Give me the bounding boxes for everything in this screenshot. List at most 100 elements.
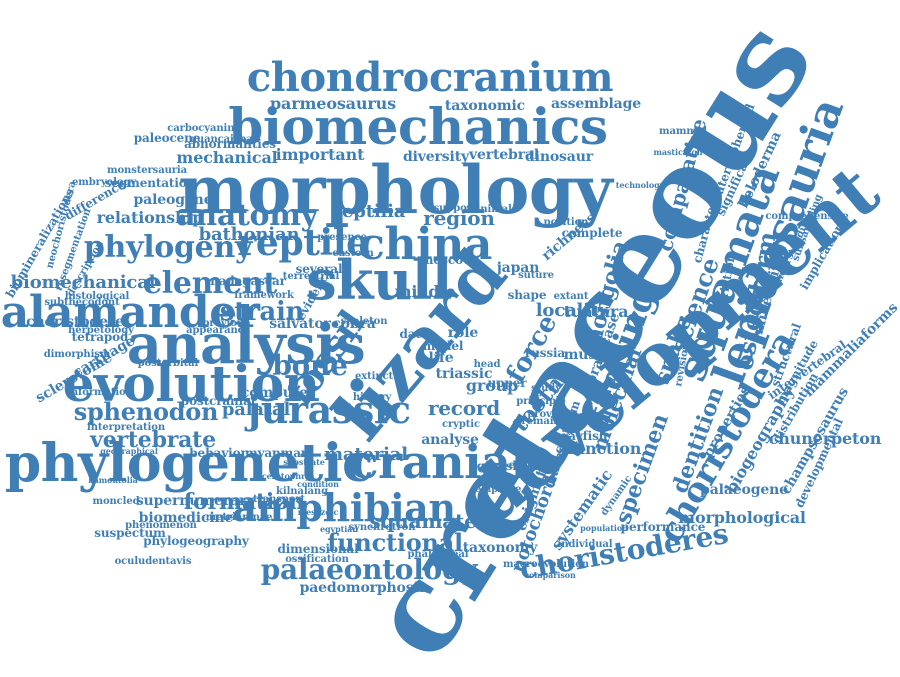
cloud-word: moscow <box>420 253 474 267</box>
cloud-word: salamander <box>0 287 260 338</box>
cloud-word: interpretation <box>87 422 165 433</box>
cloud-word: minimal <box>466 204 512 215</box>
cloud-word: behavior <box>189 446 247 460</box>
cloud-word: mesozoic <box>297 507 339 517</box>
cloud-word: supernumerary <box>135 493 255 509</box>
cloud-word: position <box>543 217 589 228</box>
cloud-word: phylogeny <box>83 230 253 265</box>
cloud-word: oculudentavis <box>114 556 192 567</box>
cloud-word: mammal <box>659 126 707 137</box>
cloud-word: myanmar <box>244 446 308 460</box>
cloud-word: crayfish <box>554 429 608 443</box>
cloud-word: vertebral <box>468 147 540 163</box>
cloud-word: performance <box>620 520 706 534</box>
cloud-word: previous <box>202 318 250 329</box>
cloud-word: embryology <box>72 177 136 188</box>
cloud-word: madagascar <box>206 274 286 288</box>
cloud-word: several <box>295 262 343 276</box>
cloud-word: reptilia <box>332 201 406 222</box>
cloud-word: technology <box>615 180 665 190</box>
cloud-word: kamoktolia <box>88 475 138 485</box>
cloud-word: shape <box>507 288 547 302</box>
cloud-word: phenomenon <box>125 520 197 531</box>
cloud-word: salvator <box>269 316 331 332</box>
cloud-word: comprehensive <box>765 211 849 222</box>
cloud-word: terrestrial <box>282 271 340 282</box>
cloud-word: data <box>399 327 429 341</box>
cloud-word: morphological <box>678 508 806 527</box>
cloud-word: function <box>566 439 642 458</box>
cloud-word: metriamnae <box>205 512 273 523</box>
cloud-word: carbocyanine <box>167 123 241 134</box>
cloud-word: moncled <box>92 496 140 507</box>
cloud-word: study <box>531 383 561 394</box>
cloud-word: locality <box>535 300 609 321</box>
cloud-word: biomechanics <box>228 97 608 156</box>
cloud-word: individual <box>557 539 613 550</box>
cloud-word: skull <box>306 248 452 312</box>
cloud-word: segmentation <box>104 176 196 190</box>
cloud-word: biomedicine <box>138 510 234 526</box>
cloud-word: extant <box>553 291 589 302</box>
cloud-word: mechanical <box>176 148 278 167</box>
cloud-word: role <box>447 325 479 341</box>
cloud-word: ceratophrys <box>261 471 315 481</box>
cloud-word: postorbital <box>137 358 199 369</box>
cloud-word: diversity <box>402 149 470 165</box>
cloud-word: parmeosaurus <box>270 94 396 113</box>
cloud-word: region <box>423 206 495 230</box>
cloud-word: qianshan <box>476 459 538 473</box>
cloud-word: vertebrate <box>90 427 216 453</box>
cloud-word: elapidae <box>474 484 522 495</box>
cloud-word: subthecodont <box>44 297 120 308</box>
cloud-word: principle <box>516 396 566 407</box>
cloud-word: information <box>67 387 133 398</box>
cloud-word: provide <box>527 409 569 420</box>
cloud-word: dinosaur <box>524 149 594 165</box>
cloud-word: presence <box>317 232 367 243</box>
cloud-word: eocene <box>508 460 548 471</box>
cloud-word: triassic <box>435 366 493 382</box>
cloud-word: assemblage <box>550 96 642 112</box>
cloud-word: chunerpeton <box>768 429 882 448</box>
cloud-word: anatomy <box>176 198 318 233</box>
cloud-word: reptile <box>237 222 369 264</box>
cloud-word: life <box>428 350 454 366</box>
cloud-word: tuatara <box>563 302 629 321</box>
cloud-word: element <box>143 266 277 301</box>
cloud-word: skeleton <box>340 316 388 327</box>
cloud-word: phylogenetic <box>4 433 374 494</box>
cloud-word: strain <box>219 297 305 327</box>
cloud-word: condition <box>297 479 339 489</box>
cloud-word: muscle <box>563 347 619 363</box>
cloud-word: phylogeography <box>143 534 249 548</box>
cloud-word: tetrapod <box>71 330 129 344</box>
cloud-word: ossification <box>285 554 349 565</box>
cloud-word: analyse <box>421 432 479 448</box>
cloud-word: formation <box>183 489 305 515</box>
cloud-word: population <box>580 523 628 533</box>
cloud-word: monstersauria <box>106 165 188 176</box>
cloud-word: abnormalities <box>184 137 276 151</box>
cloud-word: relationship <box>96 208 204 227</box>
cloud-word: extinct <box>354 371 394 382</box>
cloud-word: evolution <box>62 354 320 413</box>
cloud-word: computer <box>240 385 316 401</box>
cloud-word: cobra <box>332 316 376 332</box>
cloud-word: macroevolution <box>503 559 589 570</box>
cloud-word: taxonomic <box>444 98 526 114</box>
cloud-word: appearance <box>186 325 250 336</box>
cloud-word: guancaishan <box>190 134 260 145</box>
cloud-word: eastern <box>332 248 374 259</box>
cloud-word: remain <box>521 416 561 427</box>
cloud-word: histological <box>64 291 130 302</box>
cloud-word: analysis <box>126 312 366 376</box>
cloud-word: jurassic <box>247 387 411 432</box>
cloud-word: bone <box>272 349 348 382</box>
cloud-word: dimensional <box>277 542 359 556</box>
cloud-word: amphibian <box>232 485 456 530</box>
cloud-word: head <box>473 359 501 370</box>
cloud-word: middle <box>394 282 456 301</box>
cloud-word: biomechanical <box>10 272 156 293</box>
cloud-word: transport <box>253 494 305 505</box>
